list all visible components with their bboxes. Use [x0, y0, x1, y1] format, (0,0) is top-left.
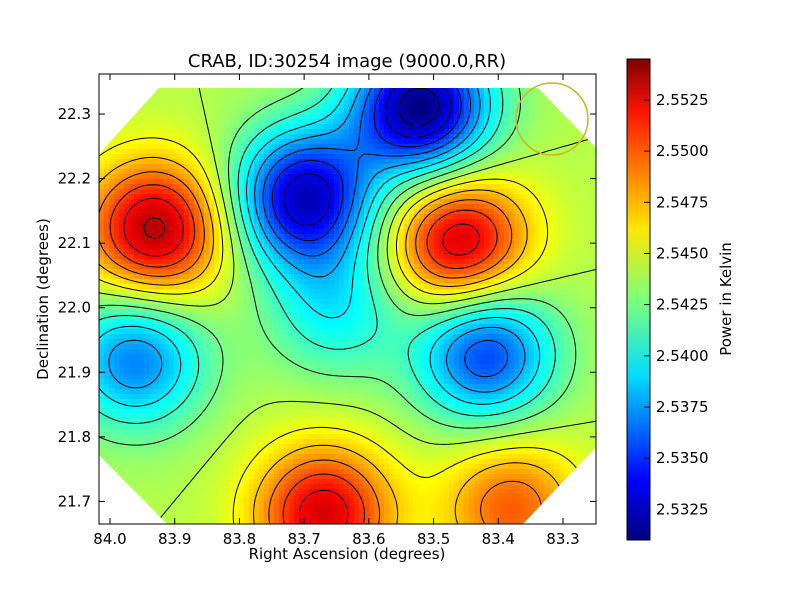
- colorbar-tick-label: 2.5425: [656, 296, 709, 314]
- colorbar-tick-label: 2.5525: [656, 91, 709, 109]
- x-tick-label: 83.4: [482, 530, 515, 548]
- colorbar-tick-label: 2.5350: [656, 449, 709, 467]
- x-tick-label: 83.3: [546, 530, 579, 548]
- chart-title: CRAB, ID:30254 image (9000.0,RR): [188, 51, 506, 72]
- y-axis-ticks: 22.3 22.2 22.1 22.0 21.9 21.8 21.7: [58, 105, 596, 510]
- y-tick-label: 22.1: [58, 234, 91, 252]
- y-tick-label: 21.9: [58, 363, 91, 381]
- colorbar-tick-label: 2.5475: [656, 193, 709, 211]
- contour-lines: [99, 88, 596, 524]
- y-tick-label: 22.2: [58, 170, 91, 188]
- colorbar-tick-label: 2.5450: [656, 244, 709, 262]
- colorbar-tick-label: 2.5375: [656, 398, 709, 416]
- y-tick-label: 21.8: [58, 428, 91, 446]
- colorbar-tick-label: 2.5500: [656, 142, 709, 160]
- x-axis-title: Right Ascension (degrees): [249, 545, 446, 563]
- x-tick-label: 84.0: [93, 530, 126, 548]
- colorbar-ticks: 2.5525 2.5500 2.5475 2.5450 2.5425 2.5400 2.53…: [644, 91, 709, 518]
- plot-frame: [98, 73, 597, 525]
- y-axis-title: Declination (degrees): [34, 218, 52, 380]
- y-tick-label: 22.0: [58, 299, 91, 317]
- colorbar-tick-label: 2.5325: [656, 500, 709, 518]
- beam-circle: [515, 82, 589, 156]
- y-tick-label: 21.7: [58, 492, 91, 510]
- x-axis-ticks: 84.0 83.9 83.8 83.7 83.6 83.5 83.4 83.3: [93, 74, 580, 548]
- x-tick-label: 83.7: [287, 530, 320, 548]
- y-tick-label: 22.3: [58, 105, 91, 123]
- x-tick-label: 83.8: [223, 530, 256, 548]
- colorbar-tick-label: 2.5400: [656, 347, 709, 365]
- colorbar: [626, 58, 651, 541]
- colorbar-title: Power in Kelvin: [717, 242, 735, 356]
- x-tick-label: 83.5: [417, 530, 450, 548]
- x-tick-label: 83.9: [158, 530, 191, 548]
- heatmap-image: [99, 88, 596, 524]
- x-tick-label: 83.6: [352, 530, 385, 548]
